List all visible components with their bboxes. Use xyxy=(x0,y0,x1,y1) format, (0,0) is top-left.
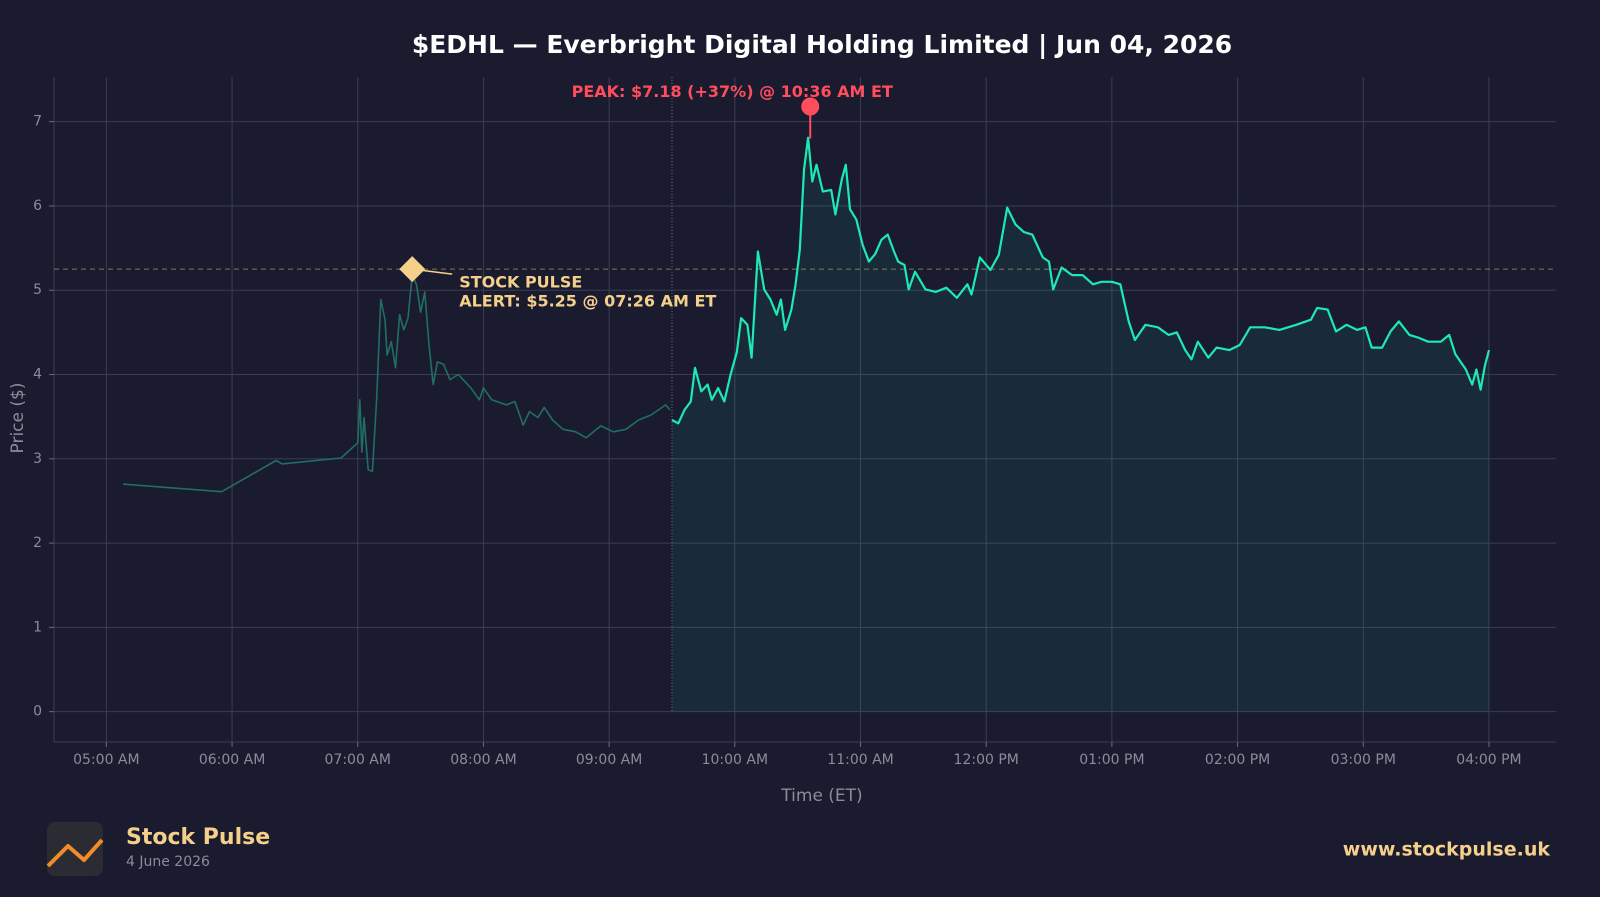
x-axis-label: Time (ET) xyxy=(780,786,862,806)
y-tick-label: 2 xyxy=(33,535,42,551)
alert-label: ALERT: $5.25 @ 07:26 AM ET xyxy=(459,292,716,311)
brand-date: 4 June 2026 xyxy=(126,854,210,870)
x-tick-label: 07:00 AM xyxy=(325,752,391,768)
x-tick-label: 10:00 AM xyxy=(702,752,768,768)
y-tick-label: 7 xyxy=(33,114,42,130)
x-tick-label: 12:00 PM xyxy=(954,752,1019,768)
y-tick-label: 4 xyxy=(33,367,42,383)
price-line xyxy=(671,136,1491,425)
x-tick-label: 03:00 PM xyxy=(1331,752,1396,768)
peak-label: PEAK: $7.18 (+37%) @ 10:36 AM ET xyxy=(572,82,893,101)
y-axis-label: Price ($) xyxy=(8,383,28,454)
x-tick-label: 04:00 PM xyxy=(1456,752,1521,768)
x-tick-label: 05:00 AM xyxy=(73,752,139,768)
y-tick-label: 6 xyxy=(33,198,42,214)
y-tick-label: 5 xyxy=(33,282,42,298)
x-tick-label: 06:00 AM xyxy=(199,752,265,768)
brand-name: Stock Pulse xyxy=(126,825,270,850)
x-tick-label: 09:00 AM xyxy=(576,752,642,768)
alert-label: STOCK PULSE xyxy=(459,273,582,292)
peak-marker xyxy=(801,97,820,116)
website: www.stockpulse.uk xyxy=(1343,839,1551,861)
logo-tile xyxy=(47,822,103,876)
alert-marker xyxy=(399,256,426,283)
x-tick-label: 01:00 PM xyxy=(1079,752,1144,768)
price-line xyxy=(123,274,671,493)
logo xyxy=(46,822,104,876)
logo-icon xyxy=(46,838,104,868)
x-tick-label: 08:00 AM xyxy=(450,752,516,768)
x-tick-label: 02:00 PM xyxy=(1205,752,1270,768)
y-tick-label: 3 xyxy=(33,451,42,467)
chart-title: $EDHL — Everbright Digital Holding Limit… xyxy=(412,30,1232,59)
area-fill xyxy=(672,137,1489,712)
y-tick-label: 1 xyxy=(33,619,42,635)
y-tick-label: 0 xyxy=(33,704,42,720)
x-tick-label: 11:00 AM xyxy=(827,752,893,768)
